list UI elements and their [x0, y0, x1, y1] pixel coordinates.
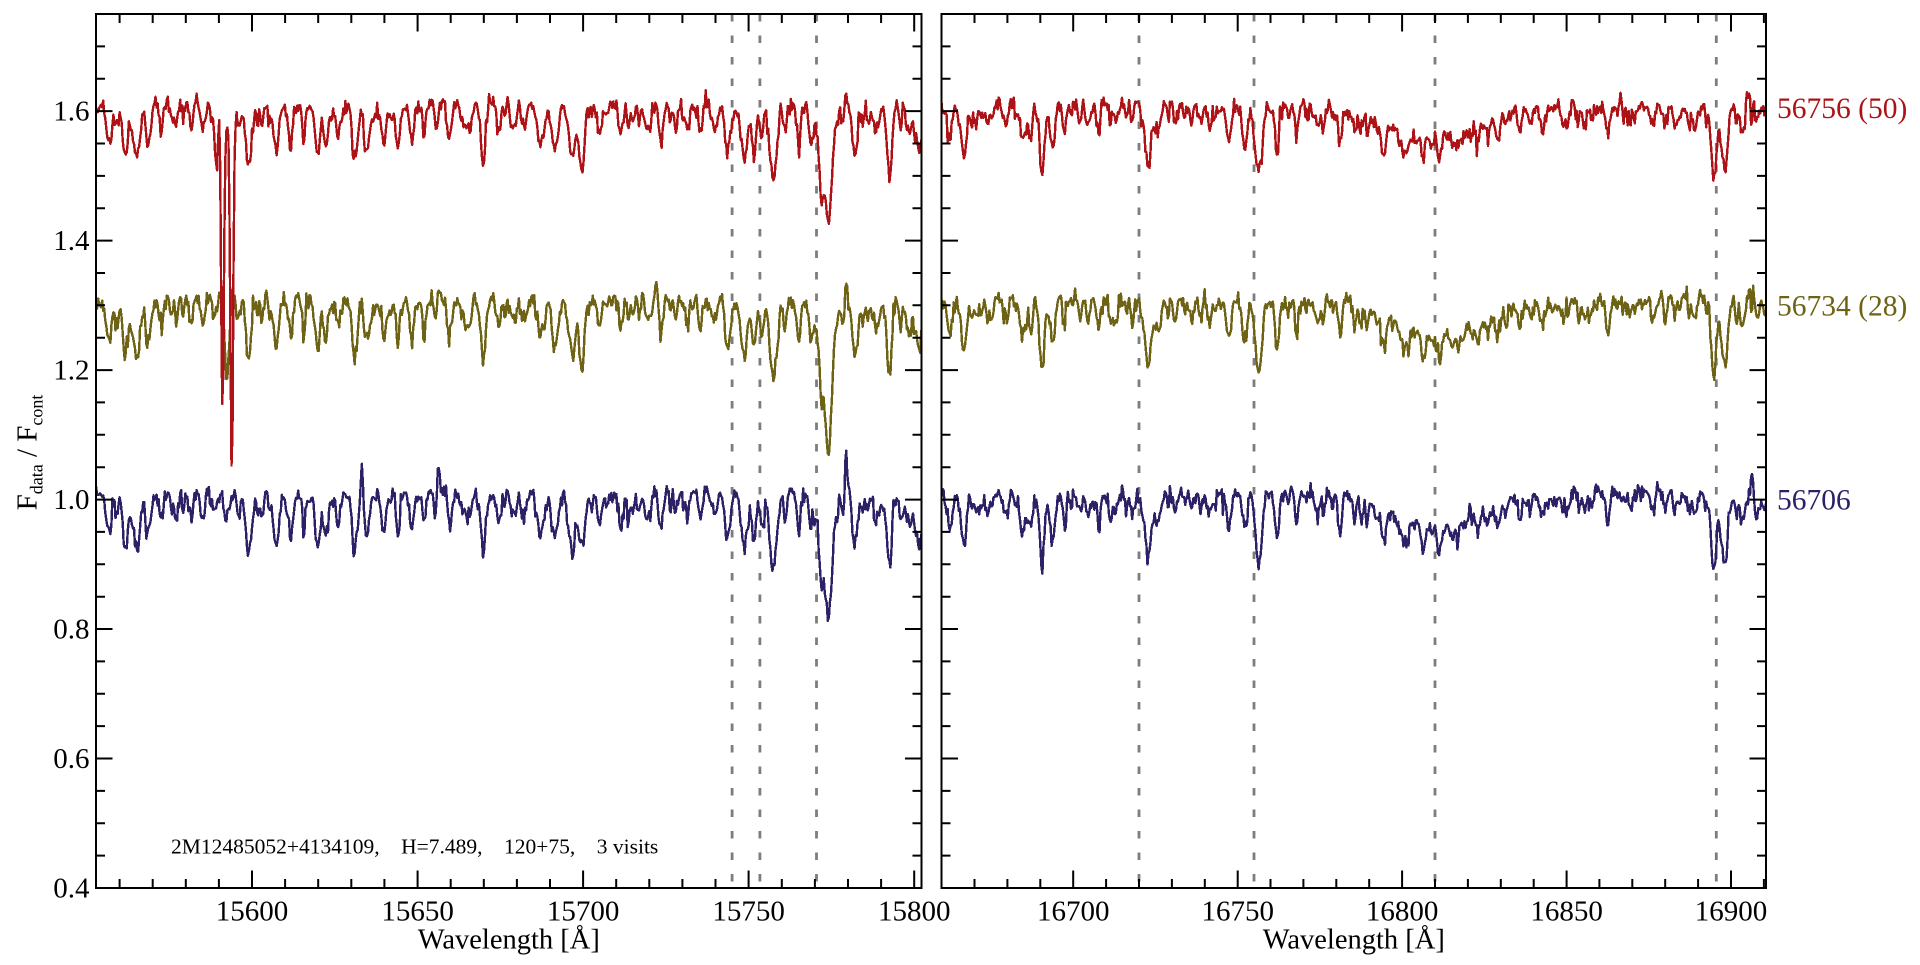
svg-text:Wavelength [Å]: Wavelength [Å] [418, 925, 600, 956]
svg-text:1.0: 1.0 [53, 484, 89, 516]
svg-text:16850: 16850 [1530, 896, 1603, 928]
svg-text:56706: 56706 [1777, 485, 1851, 517]
svg-text:16900: 16900 [1695, 896, 1768, 928]
svg-text:1.4: 1.4 [53, 225, 90, 257]
svg-text:15600: 15600 [216, 896, 289, 928]
svg-text:1.2: 1.2 [53, 355, 89, 387]
svg-text:56756 (50): 56756 (50) [1777, 93, 1907, 125]
svg-text:16750: 16750 [1201, 896, 1274, 928]
svg-text:15700: 15700 [547, 896, 620, 928]
svg-text:15750: 15750 [712, 896, 785, 928]
svg-text:16800: 16800 [1366, 896, 1439, 928]
svg-text:16700: 16700 [1037, 896, 1110, 928]
svg-text:0.4: 0.4 [53, 873, 90, 905]
svg-text:0.8: 0.8 [53, 614, 89, 646]
svg-text:1.6: 1.6 [53, 96, 89, 128]
svg-text:15800: 15800 [878, 896, 951, 928]
svg-text:0.6: 0.6 [53, 743, 89, 775]
svg-text:56734 (28): 56734 (28) [1777, 290, 1907, 322]
svg-text:Wavelength [Å]: Wavelength [Å] [1263, 925, 1445, 956]
svg-text:2M12485052+4134109, H=7.489: 2M12485052+4134109, H=7.489, 120+75, 3 v… [171, 835, 658, 859]
svg-text:15650: 15650 [381, 896, 454, 928]
